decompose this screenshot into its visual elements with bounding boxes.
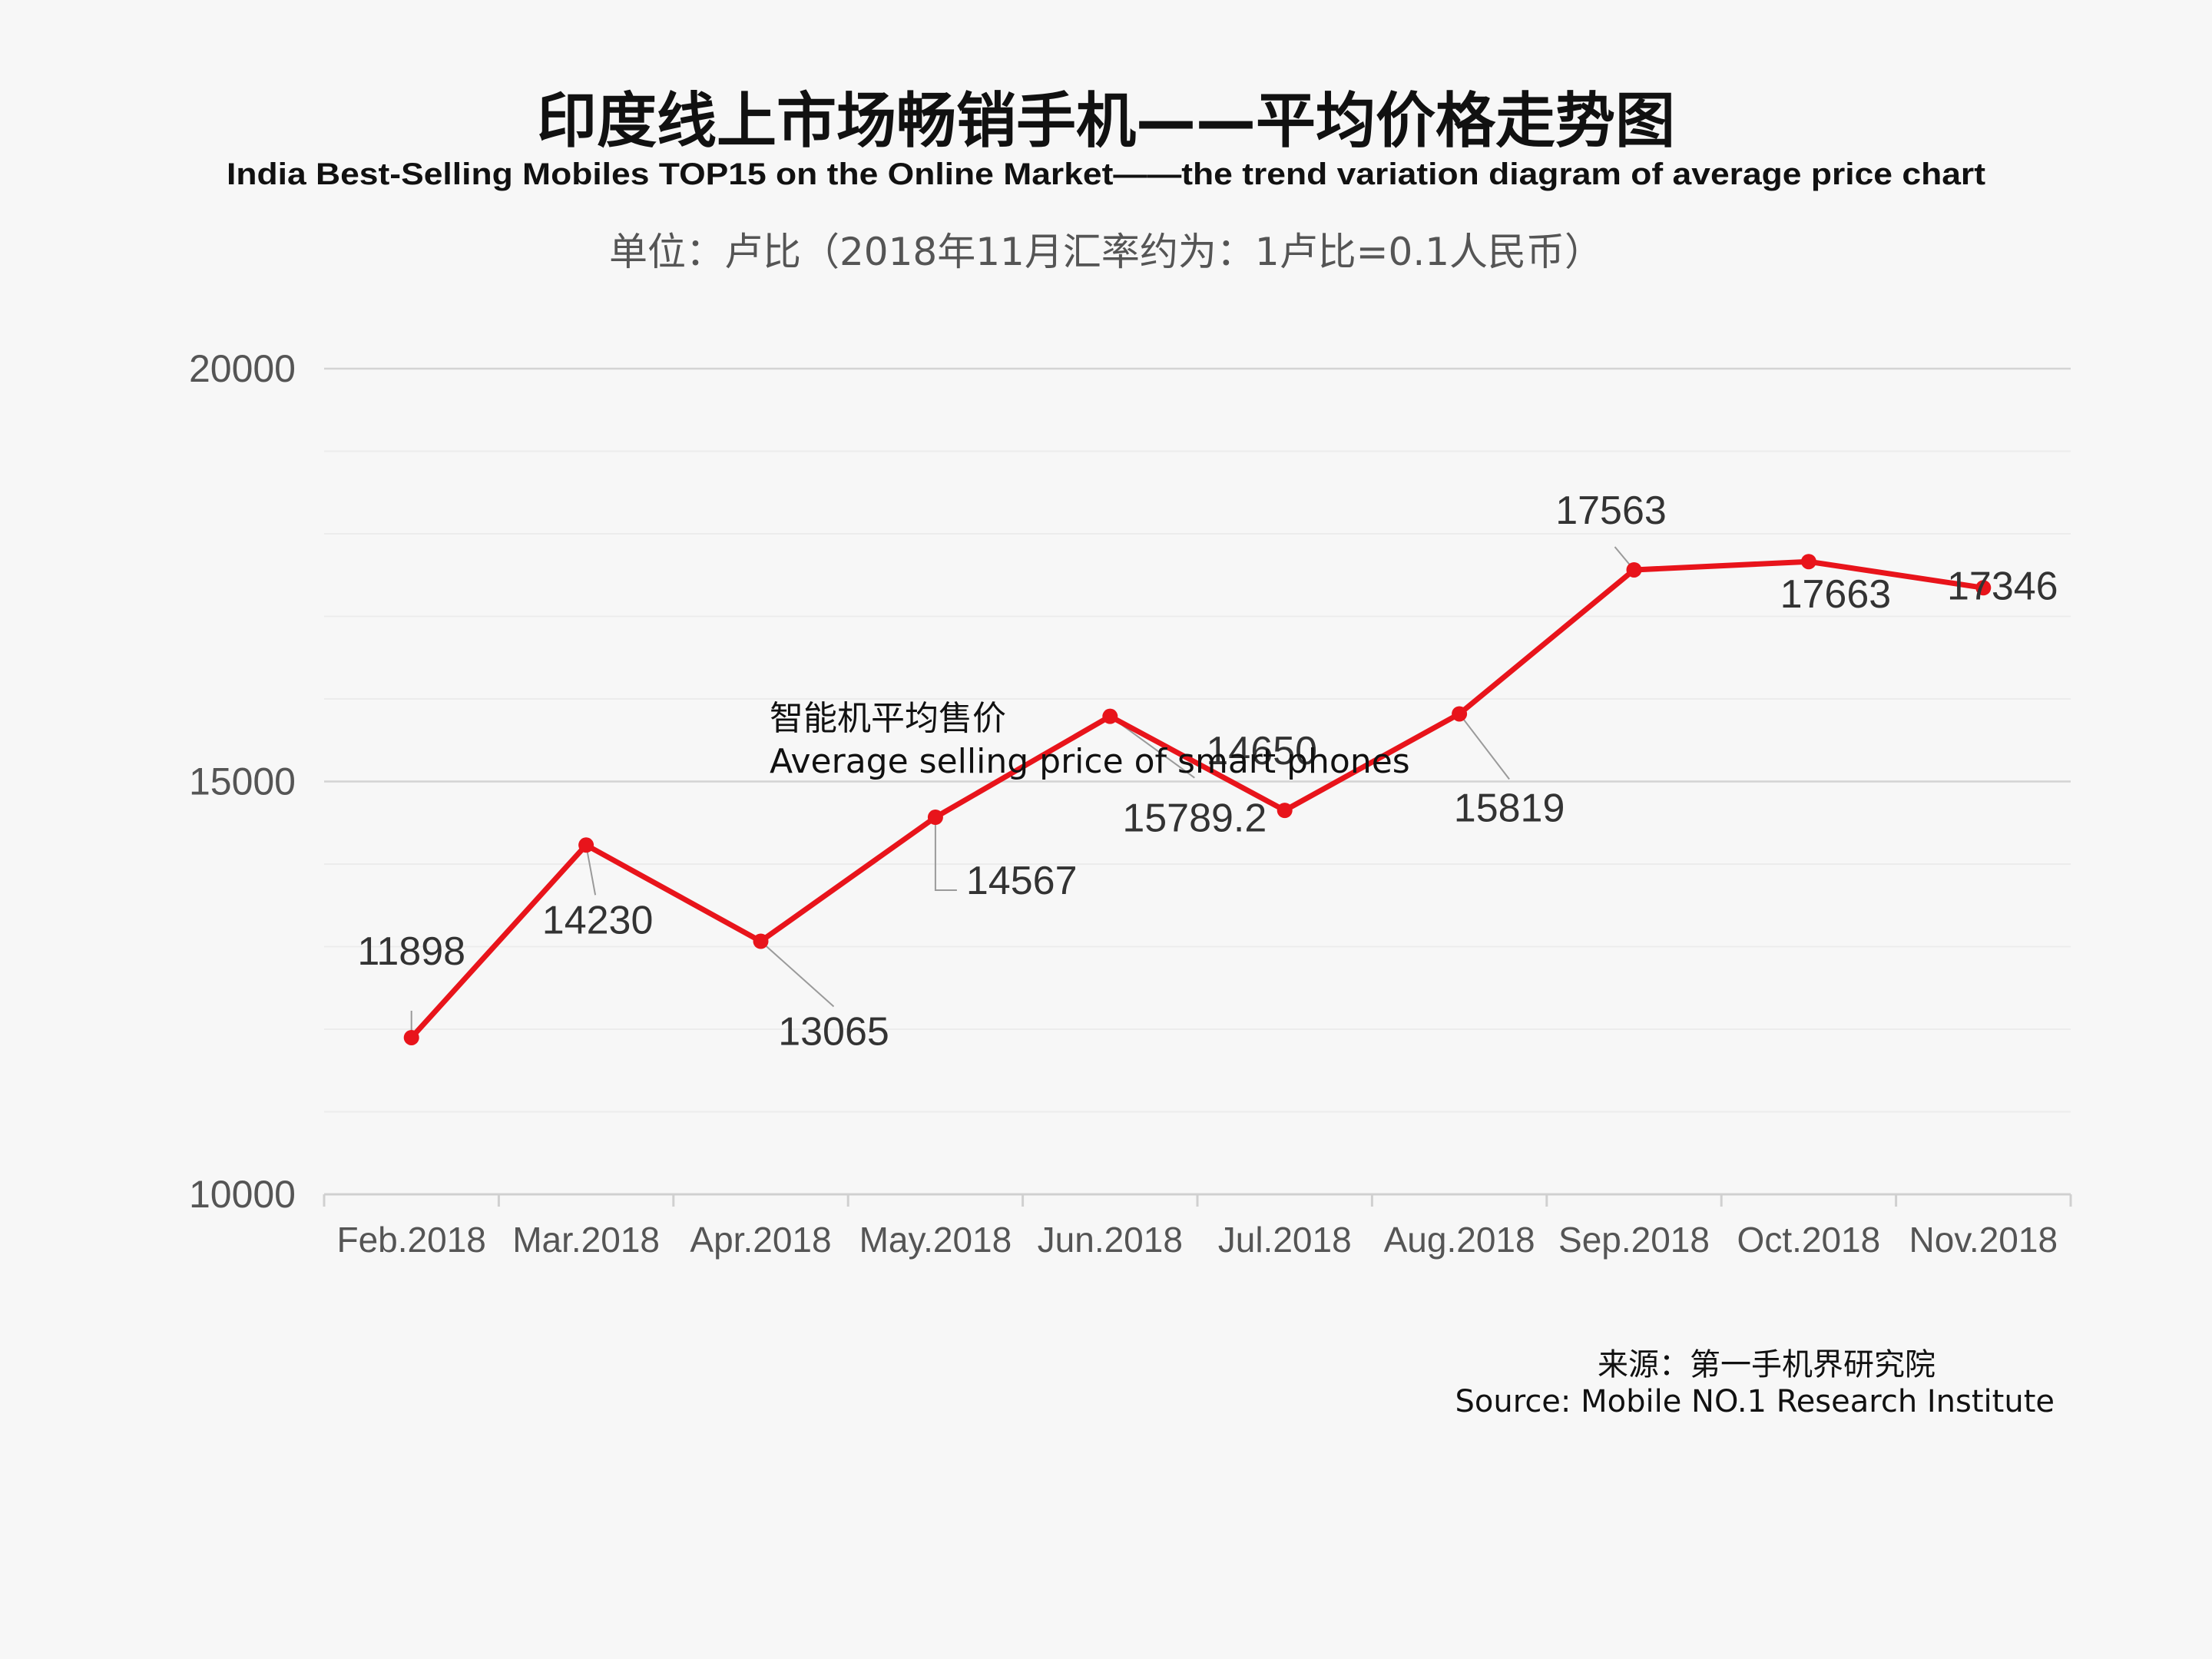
y-tick-label: 15000 [189,760,296,803]
data-label: 15819 [1454,786,1565,830]
leader-line [760,940,835,1008]
data-point [1800,554,1816,570]
data-label: 15789.2 [1122,796,1267,841]
data-label: 13065 [778,1010,889,1055]
data-point [1277,803,1293,819]
y-axis: 20000 15000 10000 [189,347,296,1216]
data-label: 17346 [1947,564,2058,608]
data-label: 17663 [1780,572,1892,617]
legend-line1: 智能机平均售价 [770,699,1006,738]
y-tick-label: 20000 [189,347,296,390]
x-tick-label: Oct.2018 [1737,1220,1881,1260]
data-label: 14230 [542,898,654,942]
x-tick-label: May.2018 [859,1220,1012,1260]
legend: 智能机平均售价 Average selling price of smart p… [770,699,1410,781]
data-point [1452,706,1468,722]
unit-note: 单位：卢比（2018年11月汇率约为：1卢比=0.1人民币） [609,230,1603,274]
data-point [1975,580,1992,596]
source-line1: 来源：第一手机界研究院 [1598,1347,1936,1382]
x-tick-label: Apr.2018 [690,1220,831,1260]
x-tick-label: Jun.2018 [1038,1220,1183,1260]
x-tick-labels: Feb.2018 Mar.2018 Apr.2018 May.2018 Jun.2018… [337,1220,2058,1260]
grid-lines [324,367,2071,1113]
chart-title: 印度线上市场畅销手机——平均价格走势图 [537,87,1675,156]
y-tick-label: 10000 [189,1173,296,1216]
x-axis [323,1193,2072,1207]
data-label: 11898 [357,929,465,974]
x-tick-label: Sep.2018 [1558,1220,1710,1260]
x-tick-label: Nov.2018 [1909,1220,2058,1260]
leader-line [585,845,597,896]
x-tick-label: Feb.2018 [337,1220,486,1260]
data-labels: 11898 14230 13065 14567 15789.2 14650 15819 175… [357,488,2058,1055]
data-point [403,1029,419,1045]
data-point [927,810,943,826]
source-line2: Source: Mobile NO.1 Research Institute [1455,1384,2055,1419]
x-tick-label: Mar.2018 [512,1220,660,1260]
data-label: 14650 [1206,729,1317,773]
leader-line [1459,713,1510,780]
data-point [578,837,594,853]
data-point [753,933,769,949]
data-point [1102,708,1118,724]
leader-line [934,817,957,892]
series-line-group [403,554,1992,1045]
x-tick-label: Aug.2018 [1384,1220,1535,1260]
label-leader-lines [410,546,1635,1038]
x-tick-label: Jul.2018 [1218,1220,1352,1260]
data-label: 14567 [966,859,1078,903]
series-line [409,558,1984,1040]
source-note: 来源：第一手机界研究院 Source: Mobile NO.1 Research… [1455,1347,2055,1419]
data-point [1626,561,1642,578]
legend-line2: Average selling price of smart phones [770,742,1410,781]
chart-subtitle: India Best-Selling Mobiles TOP15 on the … [227,157,1985,191]
data-label: 17563 [1555,488,1667,533]
